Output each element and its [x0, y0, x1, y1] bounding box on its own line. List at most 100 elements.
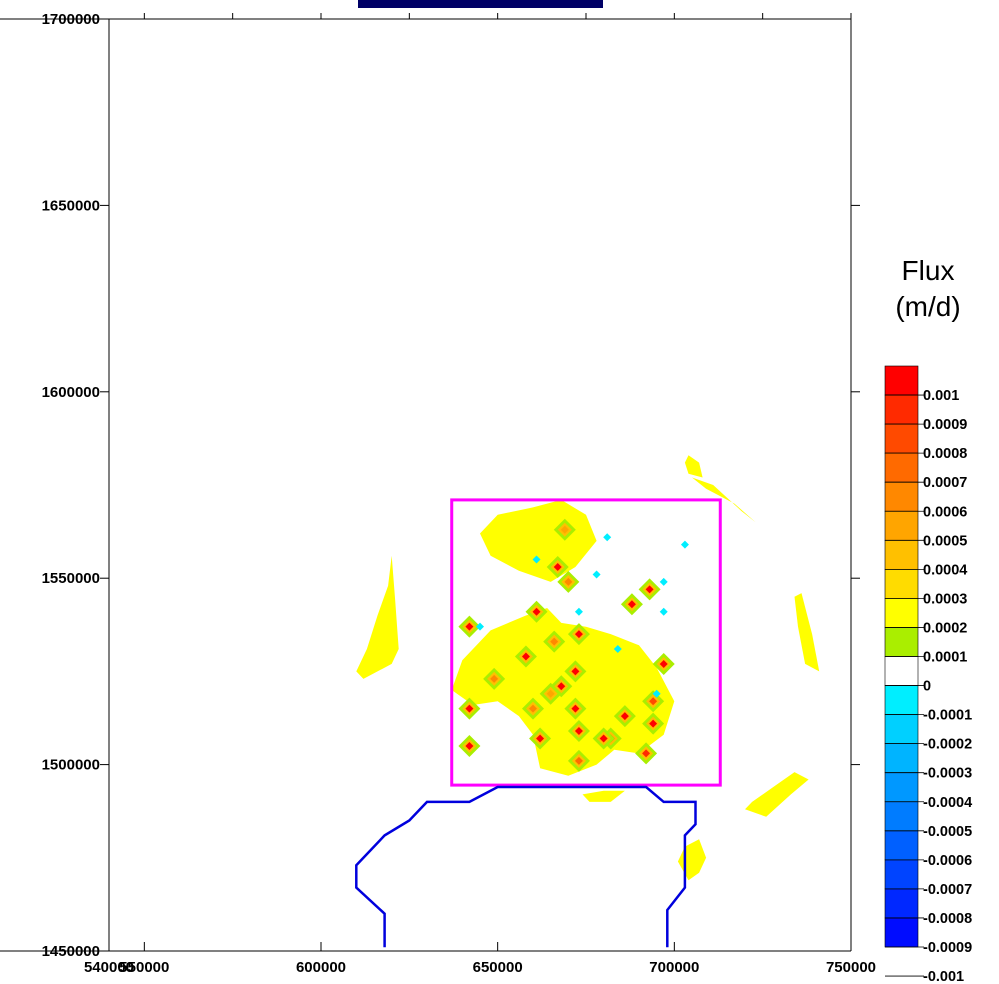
colorbar-swatch: [884, 830, 919, 861]
colorbar-swatch: [884, 481, 919, 512]
negative-well-8: [652, 689, 661, 698]
colorbar-swatch: [884, 888, 919, 919]
colorbar-swatch: [884, 510, 919, 541]
flux-patch-5: [692, 477, 756, 523]
positive-well-4: [571, 704, 580, 713]
colorbar-swatch: [884, 394, 919, 425]
colorbar-swatch: [884, 365, 919, 396]
y-tick-label: 1550000: [42, 570, 100, 587]
colorbar-label: 0.0001: [923, 650, 967, 666]
colorbar-label: 0.0002: [923, 620, 967, 636]
positive-well-3: [557, 682, 566, 691]
boundary-line: [355, 785, 697, 948]
positive-well-19: [550, 637, 559, 646]
negative-well-4: [659, 577, 668, 586]
colorbar-swatch: [884, 423, 919, 454]
y-tick-label: 1450000: [42, 943, 100, 960]
colorbar-label: 0.0008: [923, 446, 967, 462]
y-tick-label: 1700000: [42, 11, 100, 28]
colorbar-swatch: [884, 801, 919, 832]
x-tick-label: 550000: [119, 959, 169, 976]
colorbar-swatch: [884, 452, 919, 483]
colorbar-swatch: [884, 627, 919, 657]
positive-well-17: [574, 756, 583, 765]
well-markers: [458, 518, 689, 772]
colorbar-label: 0.0005: [923, 533, 967, 549]
negative-well-2: [532, 555, 541, 564]
negative-well-10: [476, 622, 484, 631]
colorbar-swatch: [884, 714, 919, 744]
positive-well-5: [536, 734, 545, 743]
colorbar-swatch: [884, 656, 919, 686]
positive-well-14: [465, 704, 474, 713]
boundary-layer: [355, 498, 722, 948]
x-tick-label: 600000: [296, 959, 346, 976]
negative-well-5: [574, 607, 583, 616]
positive-well-21: [490, 674, 499, 683]
colorbar-label: 0.0007: [923, 475, 967, 491]
colorbar-swatch: [884, 685, 919, 715]
x-tick-label: 650000: [473, 959, 523, 976]
colorbar-swatch: [884, 772, 919, 803]
colorbar-label: -0.0008: [923, 911, 972, 927]
title-bar: [358, 0, 603, 8]
colorbar-label: -0.0007: [923, 882, 972, 898]
flux-patch-4: [794, 593, 820, 672]
flux-patch-9: [582, 790, 625, 802]
colorbar-swatch: [884, 917, 919, 948]
colorbar-swatch: [884, 539, 919, 570]
positive-well-16: [642, 749, 651, 758]
colorbar-label: 0.0004: [923, 562, 967, 578]
positive-well-20: [574, 630, 583, 639]
positive-well-1: [465, 622, 474, 631]
y-tick-label: 1600000: [42, 384, 100, 401]
y-axis: 1450000 1500000 1550000 1600000 1650000 17000…: [42, 11, 860, 960]
colorbar-label: -0.0006: [923, 853, 972, 869]
colorbar-label: -0.0005: [923, 824, 972, 840]
legend-title-line1: Flux: [901, 255, 955, 286]
flux-patch-7: [745, 772, 809, 817]
negative-well-7: [613, 645, 622, 654]
negative-well-3: [592, 570, 601, 579]
colorbar-swatch: [884, 743, 919, 774]
positive-well-24: [649, 719, 658, 728]
study-area-box: [450, 498, 722, 787]
positive-well-18: [529, 704, 537, 713]
x-tick-label: 700000: [649, 959, 699, 976]
colorbar-swatch: [884, 569, 919, 599]
flux-patch-1: [480, 499, 597, 582]
colorbar-label: -0.0002: [923, 737, 972, 753]
positive-well-13: [553, 563, 562, 572]
colorbar-label: -0.0009: [923, 940, 972, 956]
colorbar-label: 0.0009: [923, 417, 967, 433]
legend-colorbar: 0.001 0.0009 0.0008 0.0007 0.0006 0.0005 0.000…: [884, 365, 972, 984]
negative-well-1: [603, 533, 612, 542]
colorbar-label: 0.001: [923, 388, 959, 404]
positive-well-9: [649, 697, 658, 706]
colorbar-label: 0.0006: [923, 504, 967, 520]
positive-well-8: [620, 712, 629, 721]
colorbar-label: 0: [923, 679, 931, 695]
positive-well-27: [546, 689, 555, 698]
positive-well-10: [659, 659, 668, 668]
colorbar-label: -0.0003: [923, 766, 972, 782]
negative-well-9: [680, 540, 689, 549]
negative-well-6: [659, 607, 668, 616]
positive-well-6: [574, 727, 583, 736]
colorbar-label: 0.0003: [923, 591, 967, 607]
y-tick-label: 1500000: [42, 757, 100, 774]
positive-well-15: [465, 741, 474, 750]
colorbar-swatch: [884, 598, 919, 628]
colorbar-label: -0.001: [923, 969, 964, 984]
colorbar-label: -0.0001: [923, 708, 972, 724]
positive-well-12: [532, 607, 541, 616]
legend-title-line2: (m/d): [895, 291, 961, 322]
positive-well-2: [521, 652, 530, 661]
positive-well-22: [571, 667, 580, 676]
positive-well-26: [560, 525, 569, 534]
y-tick-label: 1650000: [42, 197, 100, 214]
positive-well-23: [645, 585, 654, 594]
colorbar-swatch: [884, 859, 919, 890]
